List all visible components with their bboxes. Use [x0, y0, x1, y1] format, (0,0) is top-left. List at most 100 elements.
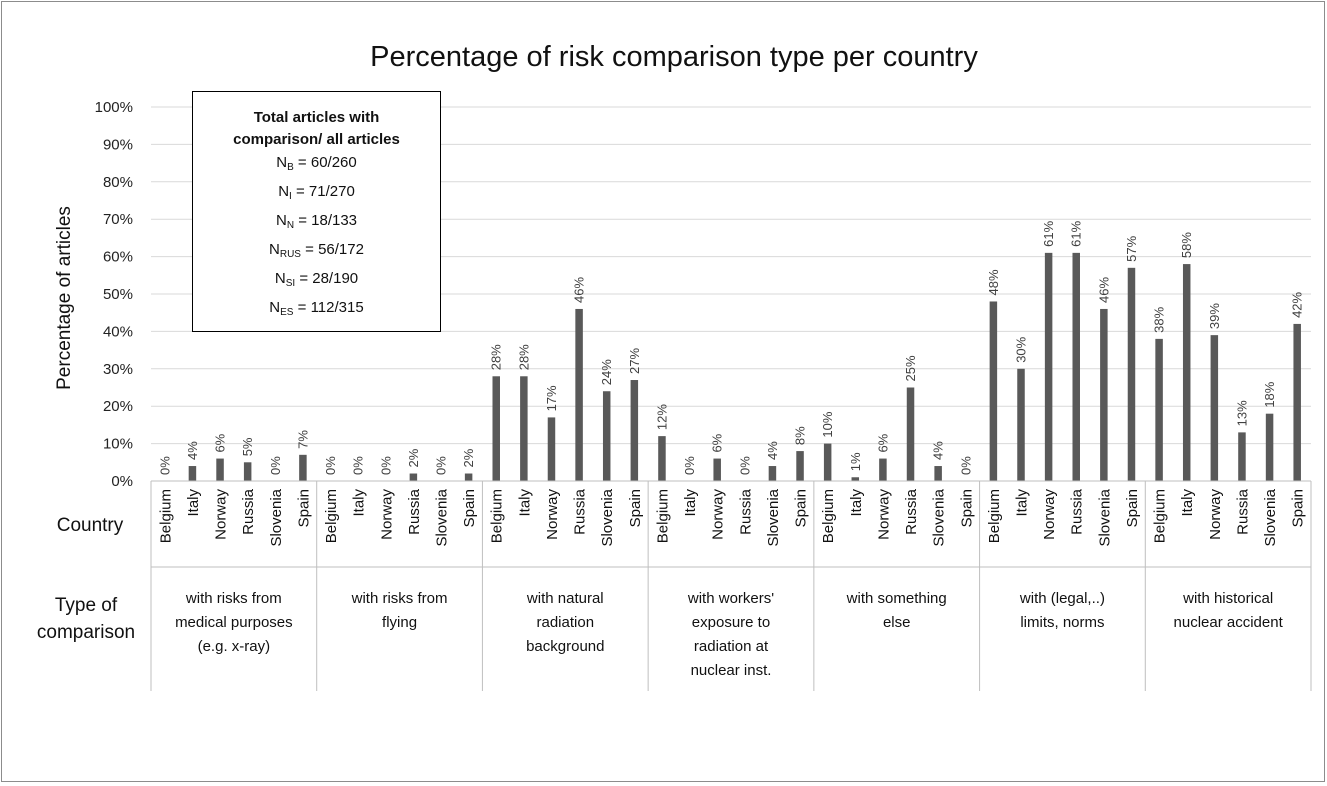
- data-label: 0%: [268, 456, 283, 475]
- data-label: 28%: [516, 344, 531, 370]
- bar: [1100, 308, 1108, 481]
- group-label: with workers': [687, 590, 774, 607]
- data-label: 0%: [378, 456, 393, 475]
- data-label: 10%: [820, 411, 835, 437]
- country-tick-label: Belgium: [323, 489, 340, 543]
- group-label: exposure to: [692, 614, 770, 631]
- data-label: 12%: [654, 404, 669, 430]
- data-label: 38%: [1152, 306, 1167, 332]
- data-label: 46%: [572, 277, 587, 303]
- legend-box: Total articles with comparison/ all arti…: [192, 91, 441, 332]
- data-label: 58%: [1179, 232, 1194, 258]
- legend-symbol: N: [274, 270, 286, 287]
- group-label: with something: [846, 590, 947, 607]
- data-label: 61%: [1069, 220, 1084, 246]
- bar: [768, 466, 777, 481]
- legend-title-line2: comparison/ all articles: [233, 131, 400, 148]
- bar: [1127, 267, 1136, 481]
- group-label: with risks from: [185, 590, 282, 607]
- country-tick-label: Slovenia: [931, 488, 948, 546]
- data-label: 0%: [157, 456, 172, 475]
- bar: [989, 301, 998, 481]
- group-label: with (legal,..): [1019, 590, 1105, 607]
- country-tick-label: Slovenia: [765, 488, 782, 546]
- country-tick-label: Spain: [1290, 489, 1307, 527]
- bar: [1238, 432, 1246, 481]
- country-tick-label: Italy: [1014, 489, 1031, 517]
- legend-title-line1: Total articles with: [253, 109, 380, 126]
- data-label: 46%: [1096, 277, 1111, 303]
- country-tick-label: Norway: [710, 489, 727, 540]
- group-label: (e.g. x-ray): [198, 638, 271, 655]
- y-tick-label: 80%: [103, 174, 133, 191]
- legend-value: = 112/315: [293, 299, 364, 316]
- legend-value: = 71/270: [291, 183, 355, 200]
- country-tick-label: Russia: [240, 488, 257, 535]
- data-label: 42%: [1290, 291, 1305, 317]
- legend-entry: NRUS = 56/172: [193, 238, 440, 267]
- country-tick-label: Slovenia: [1096, 488, 1113, 546]
- country-tick-label: Spain: [1124, 489, 1141, 527]
- bar: [1182, 264, 1191, 481]
- bar: [823, 443, 832, 481]
- country-tick-label: Russia: [903, 488, 920, 535]
- y-tick-label: 20%: [103, 398, 133, 415]
- country-tick-label: Italy: [1179, 489, 1196, 517]
- y-tick-label: 0%: [111, 473, 133, 490]
- data-label: 57%: [1124, 235, 1139, 261]
- data-label: 28%: [489, 344, 504, 370]
- data-label: 24%: [599, 359, 614, 385]
- country-tick-label: Slovenia: [268, 488, 285, 546]
- data-label: 13%: [1234, 400, 1249, 426]
- legend-symbol: N: [269, 241, 280, 258]
- country-tick-label: Russia: [1234, 488, 1251, 535]
- country-tick-label: Belgium: [654, 489, 671, 543]
- row-header-type-line2: comparison: [37, 622, 135, 643]
- row-header-country: Country: [57, 515, 124, 536]
- group-label: nuclear inst.: [691, 662, 772, 679]
- bar: [464, 473, 473, 481]
- legend-title: Total articles with comparison/ all arti…: [193, 92, 440, 151]
- country-tick-label: Russia: [406, 488, 423, 535]
- country-tick-label: Spain: [627, 489, 644, 527]
- legend-entry: NES = 112/315: [193, 296, 440, 325]
- legend-entry: NSI = 28/190: [193, 267, 440, 296]
- legend-entry: NB = 60/260: [193, 151, 440, 180]
- country-tick-label: Spain: [793, 489, 810, 527]
- country-tick-label: Italy: [848, 489, 865, 517]
- data-label: 7%: [295, 430, 310, 449]
- data-label: 6%: [875, 433, 890, 452]
- country-tick-label: Slovenia: [1262, 488, 1279, 546]
- country-tick-label: Belgium: [1152, 489, 1169, 543]
- bar: [658, 436, 666, 481]
- country-tick-label: Russia: [737, 488, 754, 535]
- bar: [1155, 338, 1163, 481]
- data-label: 6%: [213, 433, 228, 452]
- group-label: radiation: [537, 614, 595, 631]
- country-tick-label: Italy: [185, 489, 202, 517]
- country-tick-label: Norway: [875, 489, 892, 540]
- country-tick-label: Russia: [1069, 488, 1086, 535]
- legend-value: = 28/190: [295, 270, 359, 287]
- legend-entry: NI = 71/270: [193, 180, 440, 209]
- data-label: 39%: [1207, 303, 1222, 329]
- bar: [492, 376, 500, 481]
- legend-symbol: N: [269, 299, 281, 316]
- y-tick-label: 40%: [103, 323, 133, 340]
- y-tick-label: 60%: [103, 249, 133, 266]
- y-tick-label: 10%: [103, 436, 133, 453]
- y-tick-label: 90%: [103, 136, 133, 153]
- data-label: 4%: [765, 441, 780, 460]
- bar: [243, 462, 252, 481]
- legend-subscript: I: [289, 191, 292, 202]
- bar: [547, 417, 556, 481]
- legend-value: = 56/172: [300, 241, 364, 258]
- legend-value: = 18/133: [294, 212, 358, 229]
- bar: [796, 451, 804, 481]
- y-tick-label: 30%: [103, 361, 133, 378]
- legend-subscript: N: [286, 220, 295, 231]
- row-header-type-line1: Type of: [55, 595, 118, 616]
- legend-value: = 60/260: [293, 154, 357, 171]
- data-label: 30%: [1014, 336, 1029, 362]
